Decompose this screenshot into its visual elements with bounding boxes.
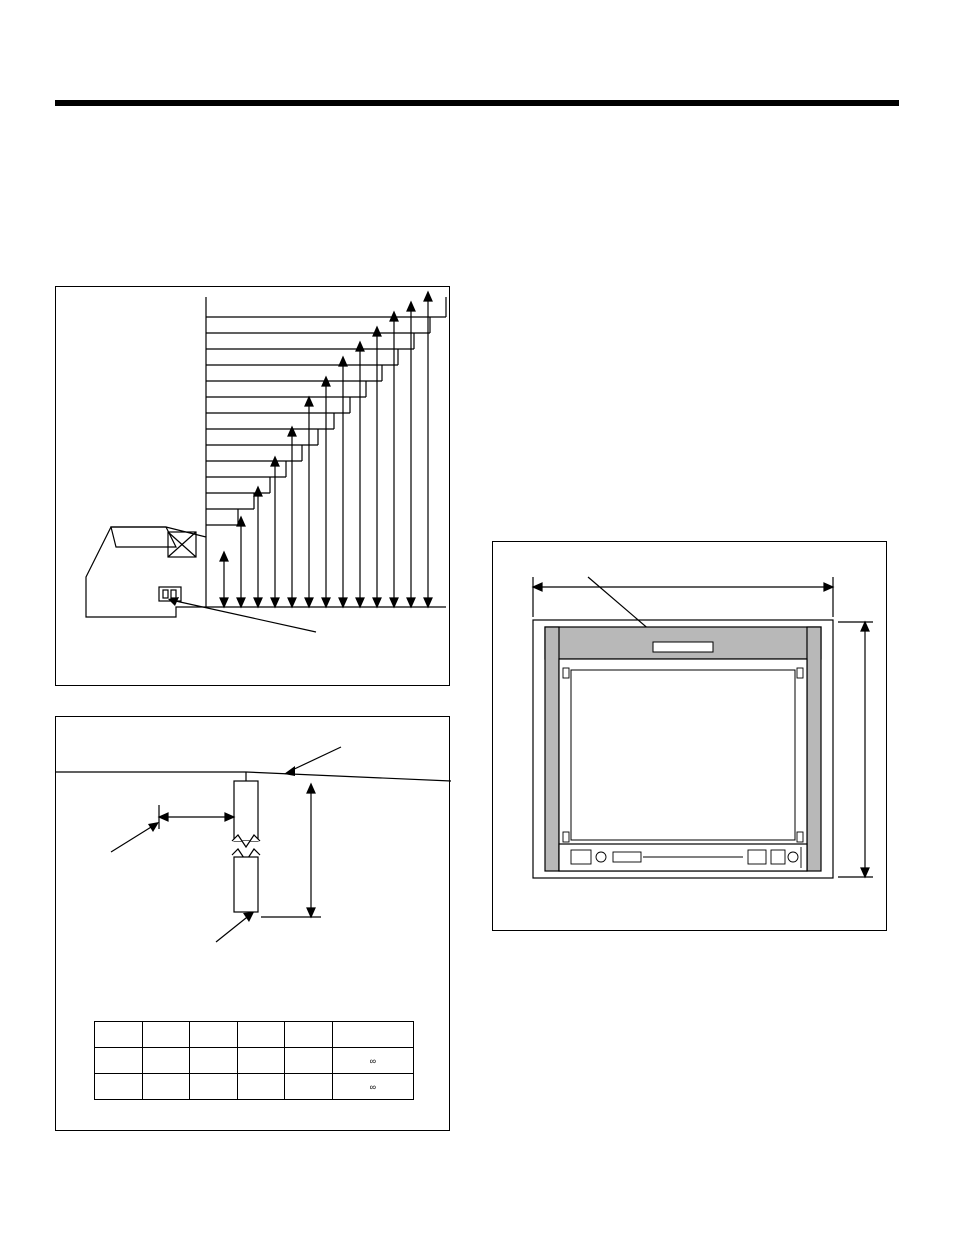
table-cell [332,1022,413,1048]
left-column: ∞ ∞ [55,286,462,1131]
table-cell: ∞ [332,1074,413,1100]
table-cell [285,1022,333,1048]
table-cell [285,1048,333,1074]
table-cell [237,1022,285,1048]
figure-mantel-leg: ∞ ∞ [55,716,450,1131]
figure-shelf-clearance [55,286,450,686]
clearance-table: ∞ ∞ [94,1021,414,1100]
table-cell [190,1048,238,1074]
two-column-layout: ∞ ∞ [55,286,899,1131]
figure-front-dimensions [492,541,887,931]
table-cell [237,1048,285,1074]
horizontal-rule [55,100,899,106]
fig2-svg [56,717,451,977]
table-cell [95,1048,143,1074]
table-cell [142,1074,190,1100]
table-row: ∞ [95,1074,414,1100]
table-cell [142,1048,190,1074]
fig3-svg [493,542,888,932]
fig1-svg [56,287,451,687]
right-column [492,286,899,1131]
table-row [95,1022,414,1048]
table-cell: ∞ [332,1048,413,1074]
table-row: ∞ [95,1048,414,1074]
table-cell [190,1022,238,1048]
table-cell [95,1074,143,1100]
table-cell [285,1074,333,1100]
table-cell [190,1074,238,1100]
table-cell [142,1022,190,1048]
table-cell [237,1074,285,1100]
table-cell [95,1022,143,1048]
